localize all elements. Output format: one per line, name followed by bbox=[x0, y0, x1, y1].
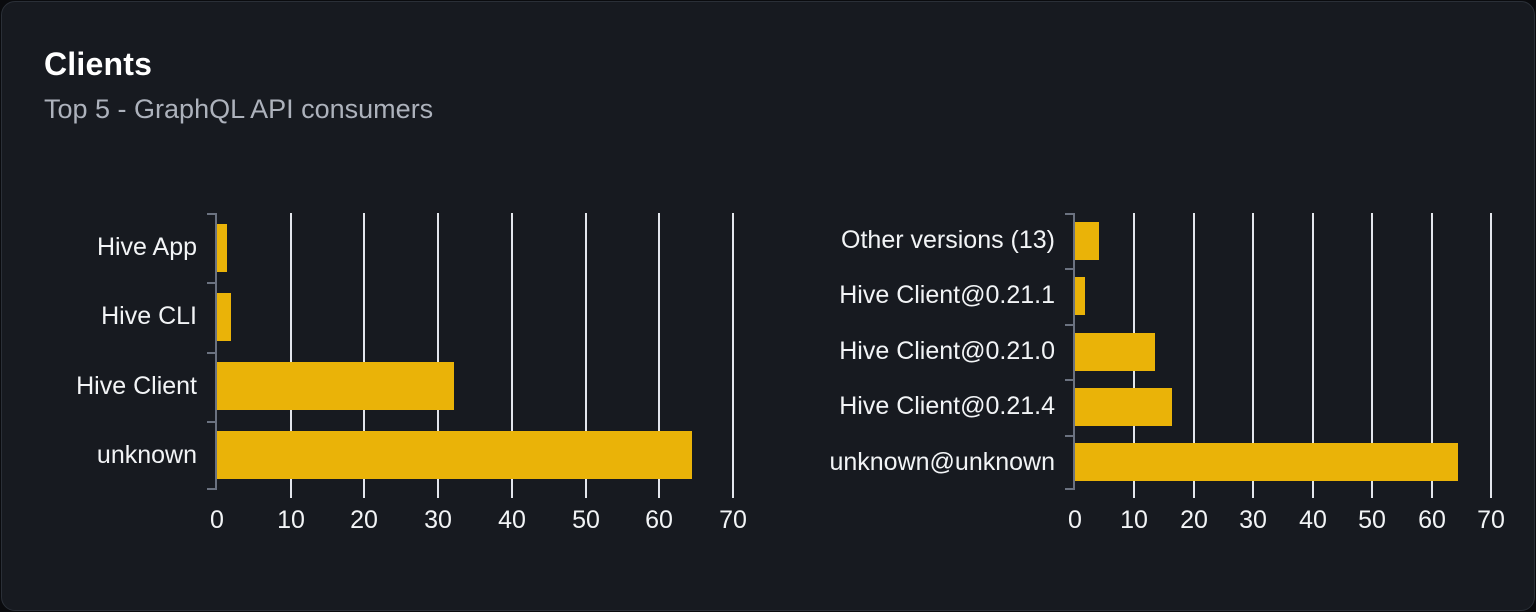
category-label: Hive App bbox=[96, 233, 197, 261]
bar-unknown[interactable] bbox=[217, 431, 692, 479]
gridline-30 bbox=[437, 213, 439, 498]
bar-hive-client-0-21-1[interactable] bbox=[1075, 277, 1085, 315]
bar-hive-client-0-21-0[interactable] bbox=[1075, 333, 1155, 371]
bar-hive-cli[interactable] bbox=[217, 293, 231, 341]
clients-by-name-chart: Hive App Hive CLI Hive Client unknown 0 10 20 3… bbox=[5, 203, 773, 560]
x-tick-label: 30 bbox=[1239, 506, 1267, 534]
clients-by-version-chart: Other versions (13) Hive Client@0.21.1 Hiv… bbox=[813, 203, 1531, 560]
y-axis-tick bbox=[1065, 268, 1073, 270]
bar-other-versions-13-[interactable] bbox=[1075, 222, 1099, 260]
plot-area: Hive App Hive CLI Hive Client unknown 0 10 20 3… bbox=[76, 213, 747, 534]
gridline-10 bbox=[290, 213, 292, 498]
gridline-20 bbox=[363, 213, 365, 498]
x-tick-label: 60 bbox=[645, 506, 673, 534]
x-tick-label: 50 bbox=[572, 506, 600, 534]
gridline-60 bbox=[1431, 213, 1433, 498]
gridline-30 bbox=[1252, 213, 1254, 498]
x-tick-label: 0 bbox=[210, 506, 224, 534]
category-label: Hive Client bbox=[76, 372, 197, 400]
category-label: Hive Client@0.21.1 bbox=[839, 281, 1055, 309]
y-axis-tick bbox=[207, 352, 215, 354]
x-tick-label: 20 bbox=[1180, 506, 1208, 534]
gridline-60 bbox=[658, 213, 660, 498]
y-axis-tick bbox=[207, 213, 215, 215]
bar-hive-client[interactable] bbox=[217, 362, 454, 410]
y-axis-tick bbox=[1065, 488, 1073, 490]
x-tick-label: 70 bbox=[719, 506, 747, 534]
category-label: Hive CLI bbox=[101, 302, 197, 330]
gridline-50 bbox=[585, 213, 587, 498]
x-tick-label: 60 bbox=[1418, 506, 1446, 534]
card-subtitle: Top 5 - GraphQL API consumers bbox=[44, 94, 434, 124]
category-label: Hive Client@0.21.4 bbox=[839, 392, 1055, 420]
x-tick-label: 10 bbox=[1120, 506, 1148, 534]
bar-hive-client-0-21-4[interactable] bbox=[1075, 388, 1172, 426]
y-axis-tick bbox=[207, 421, 215, 423]
plot-area: Other versions (13) Hive Client@0.21.1 Hiv… bbox=[829, 213, 1505, 534]
category-label: Other versions (13) bbox=[841, 226, 1055, 254]
x-tick-label: 50 bbox=[1358, 506, 1386, 534]
y-axis-tick bbox=[207, 282, 215, 284]
x-tick-label: 40 bbox=[1299, 506, 1327, 534]
bar-unknown-unknown[interactable] bbox=[1075, 443, 1458, 481]
x-tick-label: 10 bbox=[277, 506, 305, 534]
x-tick-label: 70 bbox=[1477, 506, 1505, 534]
y-axis-line bbox=[215, 213, 217, 490]
x-tick-label: 20 bbox=[350, 506, 378, 534]
y-axis-tick bbox=[207, 488, 215, 490]
card-title: Clients bbox=[44, 46, 153, 82]
bar-hive-app[interactable] bbox=[217, 224, 227, 272]
gridline-70 bbox=[1490, 213, 1492, 498]
x-tick-label: 40 bbox=[498, 506, 526, 534]
gridline-40 bbox=[511, 213, 513, 498]
y-axis-tick bbox=[1065, 435, 1073, 437]
gridline-70 bbox=[732, 213, 734, 498]
y-axis-tick bbox=[1065, 324, 1073, 326]
category-label: unknown bbox=[96, 441, 197, 469]
category-label: Hive Client@0.21.0 bbox=[839, 337, 1055, 365]
x-tick-label: 0 bbox=[1068, 506, 1082, 534]
gridline-20 bbox=[1193, 213, 1195, 498]
x-tick-label: 30 bbox=[424, 506, 452, 534]
y-axis-line bbox=[1073, 213, 1075, 490]
y-axis-tick bbox=[1065, 379, 1073, 381]
gridline-40 bbox=[1312, 213, 1314, 498]
category-label: unknown@unknown bbox=[829, 448, 1055, 476]
y-axis-tick bbox=[1065, 213, 1073, 215]
gridline-50 bbox=[1371, 213, 1373, 498]
